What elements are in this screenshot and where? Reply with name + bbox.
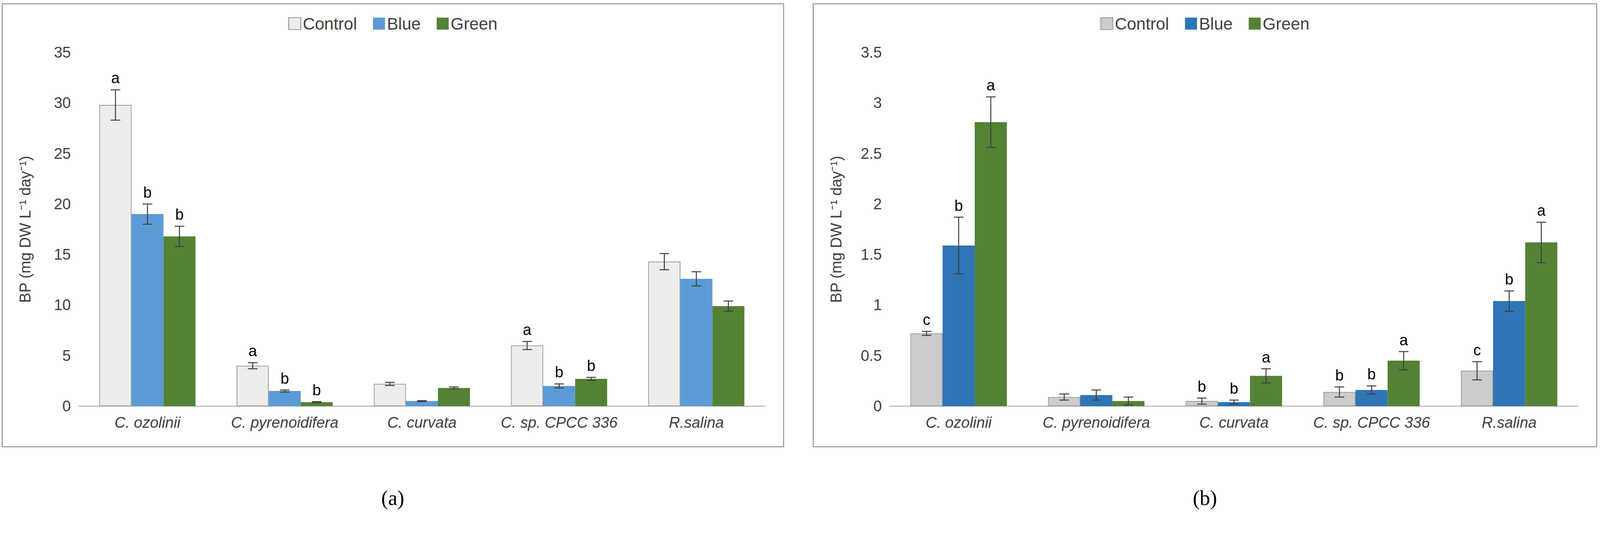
svg-text:R.salina: R.salina (1481, 414, 1537, 432)
svg-text:0.5: 0.5 (860, 347, 882, 365)
svg-text:a: a (986, 76, 996, 94)
svg-text:35: 35 (54, 44, 71, 61)
svg-text:BP (mg DW L⁻¹ day⁻¹): BP (mg DW L⁻¹ day⁻¹) (827, 155, 845, 303)
svg-text:0: 0 (62, 397, 71, 415)
html-text:(a): (a) (381, 486, 405, 510)
svg-text:b: b (554, 363, 564, 381)
svg-text:a: a (248, 342, 258, 360)
svg-text:10: 10 (54, 296, 71, 314)
svg-text:b: b (280, 370, 290, 388)
svg-text:C. pyrenoidifera: C. pyrenoidifera (230, 414, 339, 432)
svg-text:R.salina: R.salina (668, 414, 724, 432)
svg-text:b: b (1505, 271, 1514, 288)
svg-text:b: b (175, 206, 184, 223)
svg-text:b: b (143, 184, 152, 201)
svg-text:c: c (1473, 341, 1481, 359)
svg-text:c: c (922, 311, 931, 329)
svg-text:Blue: Blue (387, 14, 421, 34)
svg-text:0: 0 (873, 397, 882, 415)
svg-text:5: 5 (62, 347, 71, 365)
svg-text:2.5: 2.5 (860, 145, 882, 163)
svg-text:b: b (1335, 367, 1344, 384)
svg-text:b: b (312, 381, 322, 399)
svg-text:Green: Green (1262, 14, 1310, 34)
svg-text:a: a (1399, 331, 1409, 349)
svg-text:C. curvata: C. curvata (387, 414, 457, 432)
svg-text:C. pyrenoidifera: C. pyrenoidifera (1042, 414, 1151, 432)
svg-text:b: b (1367, 365, 1376, 383)
svg-text:b: b (954, 197, 963, 215)
svg-text:1.5: 1.5 (860, 246, 882, 263)
svg-text:a: a (522, 321, 532, 339)
svg-text:a: a (1537, 202, 1546, 219)
svg-text:C. ozolinii: C. ozolinii (925, 414, 993, 432)
svg-text:15: 15 (54, 246, 71, 263)
svg-text:a: a (1261, 349, 1271, 366)
svg-text:b: b (1197, 378, 1207, 396)
html-text:(b): (b) (1192, 486, 1218, 510)
svg-text:3.5: 3.5 (860, 44, 882, 61)
svg-text:25: 25 (54, 145, 71, 163)
svg-text:1: 1 (873, 296, 882, 314)
svg-text:C. sp. CPCC 336: C. sp. CPCC 336 (1313, 414, 1431, 432)
svg-text:b: b (1229, 380, 1239, 398)
svg-text:Control: Control (302, 14, 357, 34)
svg-text:3: 3 (873, 94, 882, 112)
svg-text:30: 30 (54, 94, 71, 112)
svg-text:BP (mg DW L⁻¹ day⁻¹): BP (mg DW L⁻¹ day⁻¹) (16, 155, 34, 303)
svg-text:Green: Green (450, 14, 498, 34)
svg-text:C. ozolinii: C. ozolinii (114, 414, 181, 432)
svg-text:a: a (111, 69, 121, 87)
svg-text:C. sp. CPCC 336: C. sp. CPCC 336 (500, 414, 618, 432)
svg-text:20: 20 (54, 195, 71, 213)
svg-text:2: 2 (873, 195, 882, 213)
svg-text:C. curvata: C. curvata (1199, 414, 1269, 432)
svg-text:Blue: Blue (1198, 14, 1233, 34)
svg-text:b: b (586, 357, 596, 375)
svg-text:Control: Control (1114, 14, 1169, 34)
